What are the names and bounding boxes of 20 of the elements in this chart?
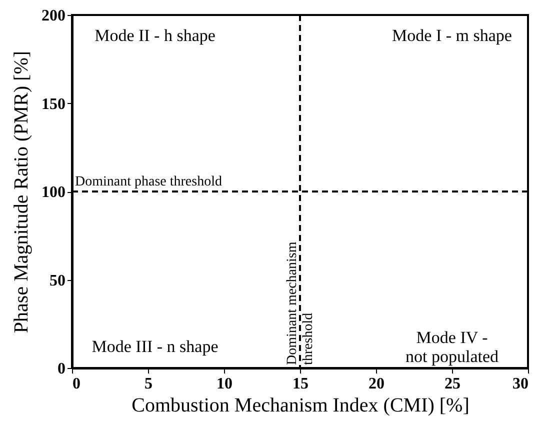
x-tick-label: 30: [512, 376, 528, 392]
x-tick-label: 20: [368, 376, 384, 392]
annotation: Mode IV - not populated: [405, 328, 499, 366]
y-tick-label: 150: [42, 96, 66, 113]
x-tick-label: 0: [72, 376, 80, 392]
annotation: Mode I - m shape: [392, 26, 512, 45]
annotation: Mode II - h shape: [94, 26, 216, 45]
x-tick-label: 10: [216, 376, 232, 392]
y-tick-label: 100: [42, 184, 66, 201]
ref-line-label: Dominant phase threshold: [75, 174, 222, 190]
annotation: Mode III - n shape: [92, 337, 218, 356]
y-tick-label: 50: [50, 272, 66, 290]
x-tick-label: 5: [144, 376, 152, 392]
ref-line-label: Dominant mechanism threshold: [285, 242, 316, 365]
x-tick-label: 25: [444, 376, 460, 392]
y-tick-label: 0: [58, 360, 66, 378]
y-tick-label: 200: [42, 8, 66, 24]
y-axis-title: Phase Magnitude Ratio (PMR) [%]: [10, 50, 32, 334]
x-axis-title: Combustion Mechanism Index (CMI) [%]: [132, 394, 470, 416]
x-tick-label: 15: [292, 376, 308, 392]
